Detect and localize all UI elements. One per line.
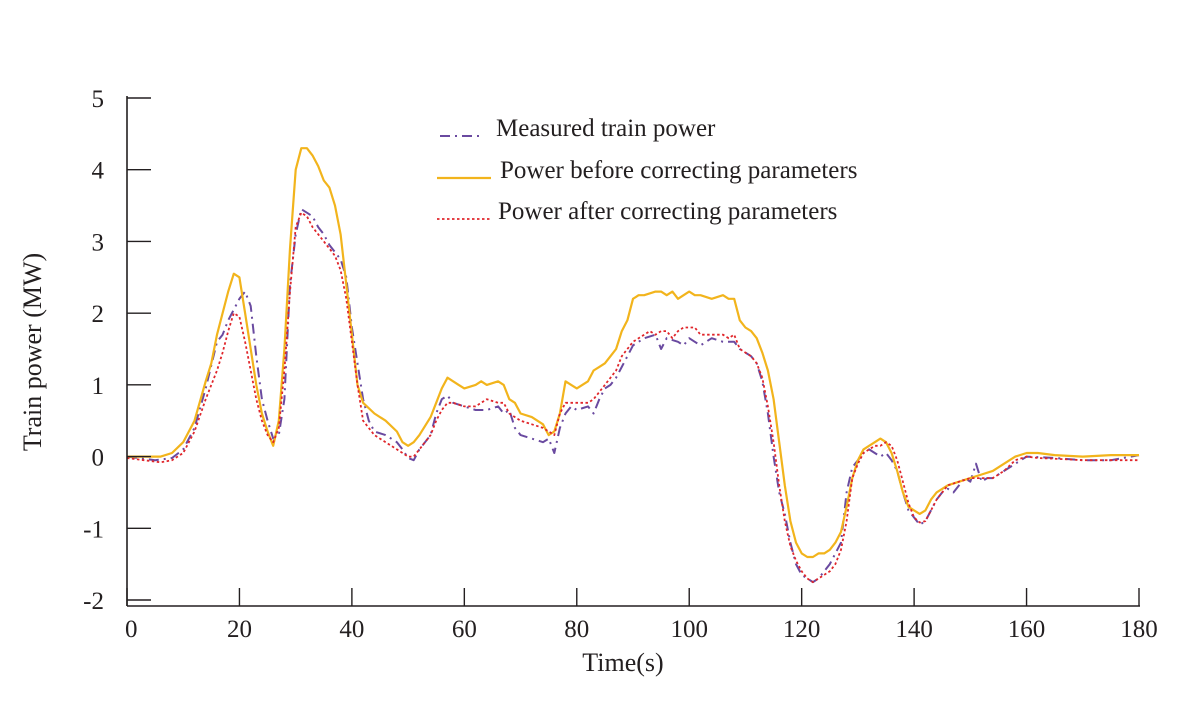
x-tick-label: 60 <box>452 616 477 643</box>
x-axis-title: Time(s) <box>582 648 663 677</box>
axes: -2 -1 0 1 2 3 4 5 0 20 40 60 80 100 120 140 160 180 <box>83 86 1158 643</box>
x-tick-label: 140 <box>895 616 933 643</box>
legend-label-1: Measured train power <box>496 115 716 142</box>
y-tick-label: 0 <box>92 445 105 472</box>
y-tick-label: 3 <box>92 229 105 256</box>
x-tick-label: 180 <box>1120 616 1158 643</box>
x-tick-label: 0 <box>125 616 138 643</box>
y-tick-label: 1 <box>92 373 105 400</box>
x-tick-label: 160 <box>1008 616 1046 643</box>
series-line-2 <box>127 147 1139 559</box>
x-tick-label: 120 <box>783 616 821 643</box>
series-line-3 <box>126 211 1139 583</box>
series-line-1 <box>126 208 1140 584</box>
y-axis-title: Train power (MW) <box>18 253 47 451</box>
legend: Measured train power Power before correct… <box>437 115 857 225</box>
plot-lines <box>126 147 1140 584</box>
y-tick-label: -2 <box>83 588 104 615</box>
y-tick-label: -1 <box>83 516 104 543</box>
y-tick-label: 2 <box>92 301 105 328</box>
x-tick-label: 20 <box>227 616 252 643</box>
x-tick-label: 40 <box>339 616 364 643</box>
y-tick-label: 4 <box>92 158 105 185</box>
x-tick-label: 80 <box>564 616 589 643</box>
legend-label-3: Power after correcting parameters <box>498 198 837 225</box>
legend-label-2: Power before correcting parameters <box>500 157 857 184</box>
y-tick-label: 5 <box>92 86 105 113</box>
x-tick-label: 100 <box>670 616 708 643</box>
